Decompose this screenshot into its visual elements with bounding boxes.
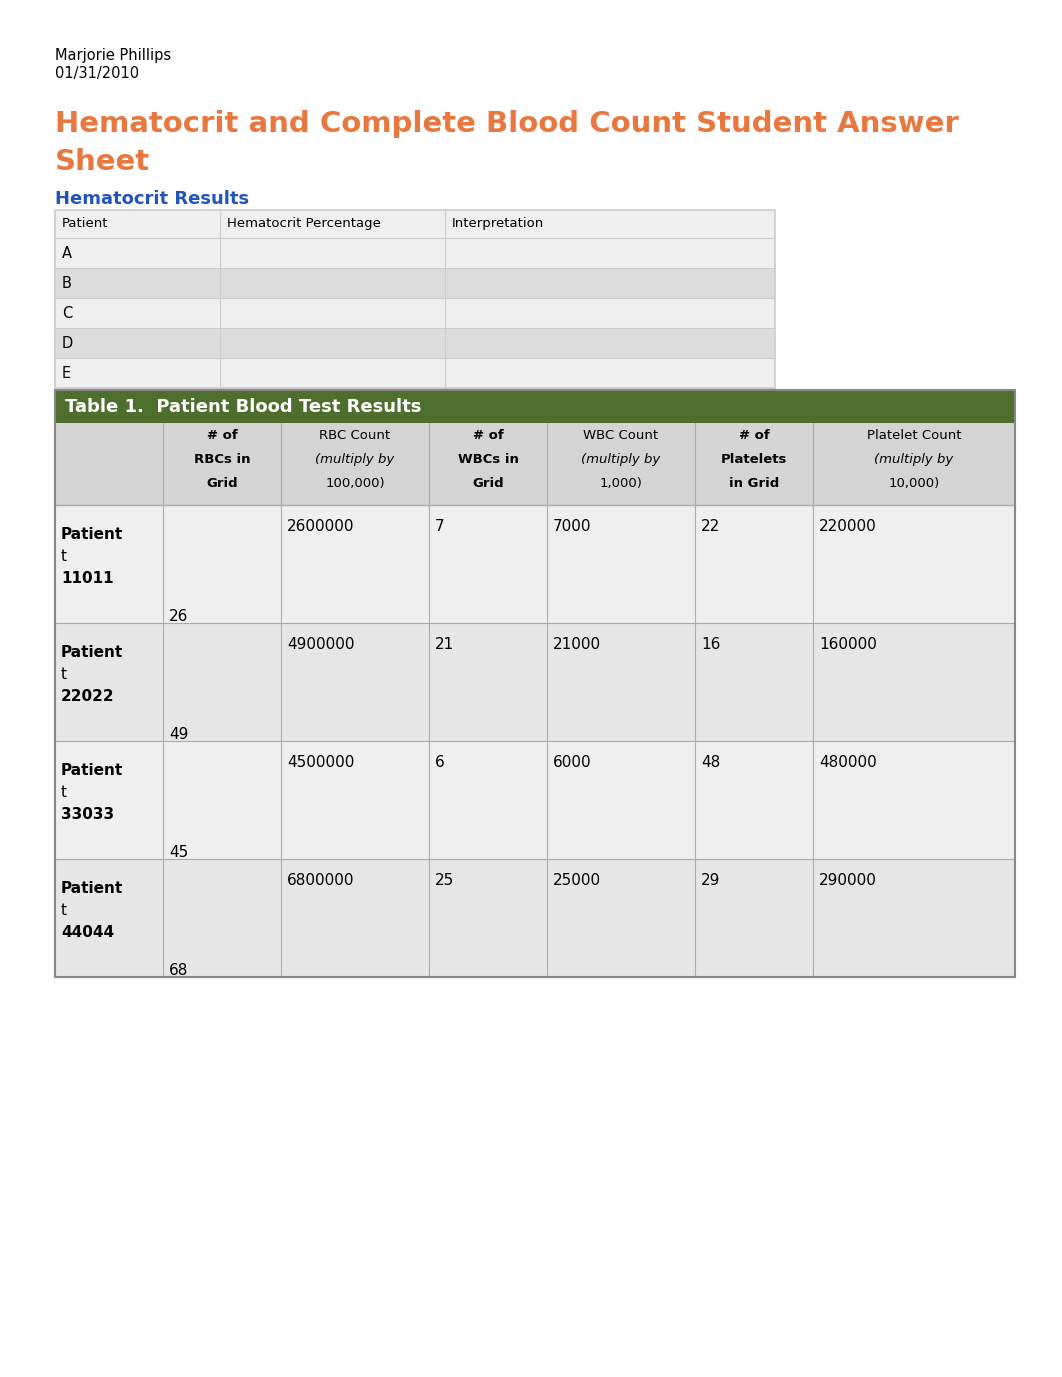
Text: 160000: 160000 [819,638,877,651]
Text: D: D [62,336,73,351]
Text: 25: 25 [435,873,455,888]
Text: 4900000: 4900000 [287,638,355,651]
Text: Patient: Patient [61,763,123,778]
Text: 480000: 480000 [819,755,877,770]
Text: Patient: Patient [61,527,123,543]
Text: 48: 48 [701,755,720,770]
Text: 25000: 25000 [553,873,601,888]
Text: 21: 21 [435,638,455,651]
Text: 26: 26 [169,609,188,624]
Text: (multiply by: (multiply by [581,453,661,465]
Text: RBC Count: RBC Count [320,430,391,442]
Text: Table 1.  Patient Blood Test Results: Table 1. Patient Blood Test Results [65,398,422,416]
Bar [55,358,775,388]
Text: 44044: 44044 [61,925,114,940]
Text: 220000: 220000 [819,519,877,534]
Text: Hematocrit Percentage: Hematocrit Percentage [227,218,381,230]
Text: Grid: Grid [206,476,238,490]
Text: 1,000): 1,000) [600,476,643,490]
Text: RBCs in: RBCs in [193,453,251,465]
Text: Platelets: Platelets [721,453,787,465]
Text: 6: 6 [435,755,445,770]
Text: C: C [62,306,72,321]
Text: 45: 45 [169,845,188,861]
Bar [55,423,1015,505]
Text: WBCs in: WBCs in [458,453,518,465]
Bar [55,211,775,388]
Text: # of: # of [739,430,769,442]
Text: 2600000: 2600000 [287,519,355,534]
Text: 22: 22 [701,519,720,534]
Text: Patient: Patient [62,218,108,230]
Text: 6000: 6000 [553,755,592,770]
Text: 29: 29 [701,873,720,888]
Bar [55,211,775,388]
Text: 68: 68 [169,963,188,978]
Text: Marjorie Phillips: Marjorie Phillips [55,48,171,63]
Text: WBC Count: WBC Count [583,430,658,442]
Text: E: E [62,366,71,381]
Bar [55,328,775,358]
Bar [55,859,1015,978]
Text: t: t [61,903,67,918]
Text: Sheet: Sheet [55,147,150,176]
Text: t: t [61,666,67,682]
Text: Hematocrit and Complete Blood Count Student Answer: Hematocrit and Complete Blood Count Stud… [55,110,959,138]
Text: Hematocrit Results: Hematocrit Results [55,190,250,208]
Text: 22022: 22022 [61,688,115,704]
Text: 290000: 290000 [819,873,877,888]
Text: t: t [61,549,67,565]
Text: Patient: Patient [61,644,123,660]
Text: 49: 49 [169,727,188,742]
Text: 33033: 33033 [61,807,114,822]
Text: 100,000): 100,000) [325,476,384,490]
Text: A: A [62,246,72,262]
Text: 10,000): 10,000) [889,476,940,490]
Text: in Grid: in Grid [729,476,780,490]
Bar [55,741,1015,859]
Text: (multiply by: (multiply by [315,453,395,465]
Bar [55,390,1015,423]
Bar [55,238,775,269]
Text: Platelet Count: Platelet Count [867,430,961,442]
Text: B: B [62,275,72,291]
Bar [55,390,1015,978]
Text: Patient: Patient [61,881,123,896]
Text: 11011: 11011 [61,571,114,587]
Bar [55,297,775,328]
Text: 01/31/2010: 01/31/2010 [55,66,139,81]
Text: # of: # of [473,430,503,442]
Bar [55,269,775,297]
Text: 6800000: 6800000 [287,873,355,888]
Text: 16: 16 [701,638,720,651]
Text: # of: # of [207,430,238,442]
Bar [55,622,1015,741]
Text: Interpretation: Interpretation [452,218,544,230]
Text: (multiply by: (multiply by [874,453,954,465]
Text: t: t [61,785,67,800]
Text: 21000: 21000 [553,638,601,651]
Text: 7000: 7000 [553,519,592,534]
Text: Grid: Grid [473,476,503,490]
Text: 7: 7 [435,519,445,534]
Bar [55,505,1015,622]
Text: 4500000: 4500000 [287,755,355,770]
